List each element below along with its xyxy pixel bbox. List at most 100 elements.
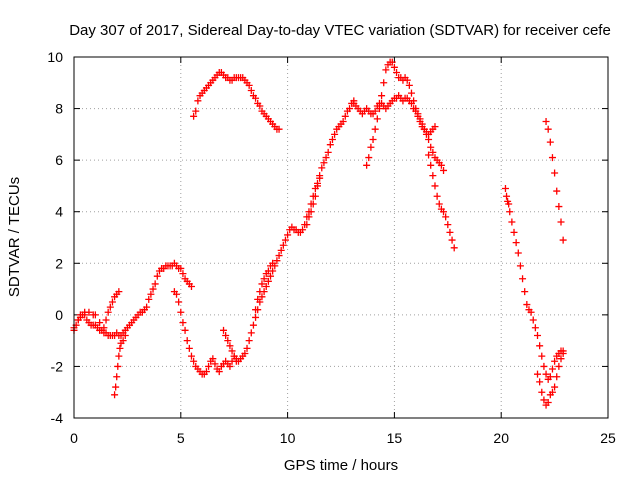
data-point	[328, 136, 336, 144]
data-point	[390, 63, 398, 71]
data-point	[121, 331, 129, 339]
data-point	[326, 141, 334, 149]
data-point	[151, 280, 159, 288]
data-point	[222, 331, 230, 339]
data-point	[559, 236, 567, 244]
data-point	[320, 159, 328, 167]
data-point	[247, 329, 255, 337]
data-point	[112, 383, 120, 391]
data-point	[510, 228, 518, 236]
data-point	[252, 313, 260, 321]
data-point	[102, 316, 110, 324]
data-point	[245, 337, 253, 345]
data-point	[316, 174, 324, 182]
data-point	[177, 308, 185, 316]
data-point	[508, 218, 516, 226]
data-point	[555, 203, 563, 211]
data-point	[339, 117, 347, 125]
series-9	[363, 58, 439, 169]
data-point	[205, 362, 213, 370]
data-point	[145, 295, 153, 303]
data-point	[442, 213, 450, 221]
data-point	[534, 370, 542, 378]
data-point	[311, 192, 319, 200]
data-point	[416, 117, 424, 125]
series-0	[70, 259, 195, 339]
data-point	[407, 89, 415, 97]
data-point	[153, 272, 161, 280]
data-point	[503, 192, 511, 200]
data-point	[179, 319, 187, 327]
data-point	[202, 368, 210, 376]
data-point	[194, 97, 202, 105]
data-point	[427, 143, 435, 151]
data-point	[104, 308, 112, 316]
data-point	[76, 311, 84, 319]
data-point	[226, 342, 234, 350]
data-point	[531, 324, 539, 332]
data-point	[299, 226, 307, 234]
x-tick-label: 25	[600, 430, 616, 446]
data-point	[211, 360, 219, 368]
data-point	[264, 277, 272, 285]
x-tick-label: 5	[177, 430, 185, 446]
data-point	[314, 182, 322, 190]
data-point	[551, 169, 559, 177]
data-point	[183, 337, 191, 345]
data-point	[318, 164, 326, 172]
y-tick-labels: -4 -2 0 2 4 6 8 10	[47, 49, 63, 426]
data-point	[521, 288, 529, 296]
data-point	[371, 107, 379, 115]
data-point	[305, 213, 313, 221]
data-point	[542, 117, 550, 125]
series-12	[534, 350, 567, 409]
series-10	[425, 151, 458, 252]
data-point	[74, 316, 82, 324]
series-2	[111, 331, 129, 399]
series-8	[350, 92, 448, 174]
data-points	[70, 58, 567, 409]
data-point	[181, 326, 189, 334]
data-point	[245, 81, 253, 89]
data-point	[185, 344, 193, 352]
data-point	[544, 399, 552, 407]
data-point	[281, 236, 289, 244]
data-point	[551, 383, 559, 391]
data-point	[365, 154, 373, 162]
data-point	[190, 112, 198, 120]
y-tick-label: 8	[55, 101, 63, 117]
data-point	[256, 102, 264, 110]
data-point	[111, 391, 119, 399]
data-point	[412, 105, 420, 113]
data-point	[307, 208, 315, 216]
data-point	[260, 275, 268, 283]
data-point	[373, 115, 381, 123]
data-point	[437, 161, 445, 169]
data-point	[324, 148, 332, 156]
data-point	[106, 303, 114, 311]
data-point	[559, 350, 567, 358]
axis-ticks	[73, 56, 609, 419]
data-point	[414, 112, 422, 120]
data-point	[85, 308, 93, 316]
data-point	[209, 355, 217, 363]
data-point	[431, 182, 439, 190]
data-point	[516, 262, 524, 270]
data-point	[546, 373, 554, 381]
data-point	[557, 355, 565, 363]
data-point	[536, 342, 544, 350]
data-point	[540, 362, 548, 370]
x-tick-label: 20	[493, 430, 509, 446]
data-point	[262, 282, 270, 290]
data-point	[269, 259, 277, 267]
data-point	[258, 293, 266, 301]
y-tick-label: -4	[51, 410, 64, 426]
data-point	[187, 352, 195, 360]
y-tick-label: 4	[55, 204, 63, 220]
data-point	[534, 331, 542, 339]
data-point	[371, 125, 379, 133]
data-point	[505, 200, 513, 208]
series-5	[252, 259, 277, 314]
x-axis-label: GPS time / hours	[284, 457, 398, 474]
data-point	[264, 267, 272, 275]
